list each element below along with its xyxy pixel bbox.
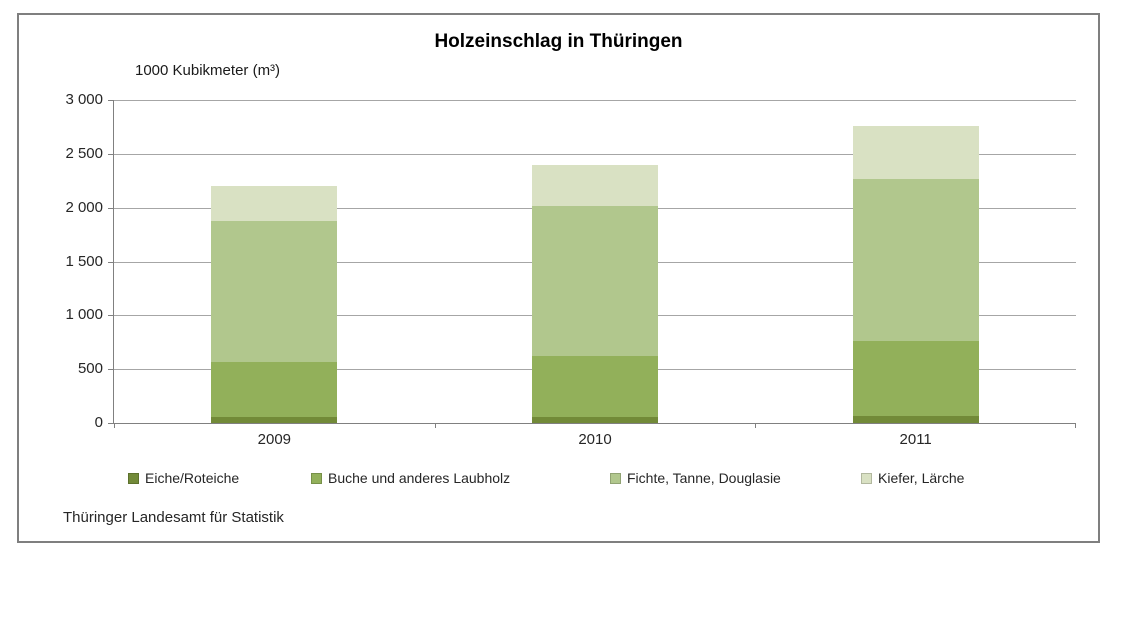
y-axis-tick-label: 2 000 [65,198,103,216]
bar-segment-2010-3 [532,164,658,206]
chart-title: Holzeinschlag in Thüringen [434,31,683,52]
gridline [114,153,1076,155]
legend-item: Kiefer, Lärche [861,468,964,488]
y-axis-tick-label: 1 000 [65,306,103,324]
bar-segment-2010-2 [532,205,658,357]
legend-swatch-icon [128,472,139,484]
x-axis-tick [755,423,756,428]
legend-swatch-icon [311,472,322,484]
y-axis-tick [108,369,114,371]
legend-label: Fichte, Tanne, Douglasie [627,470,781,486]
y-axis-tick-label: 1 500 [65,252,103,270]
y-axis-tick [108,153,114,155]
chart-legend: Eiche/Roteiche Buche und anderes Laubholz… [19,468,1098,490]
y-axis-tick [108,423,114,424]
legend-label: Eiche/Roteiche [145,470,240,486]
source-note: Thüringer Landesamt für Statistik [63,509,284,526]
bar-segment-2009-3 [211,186,338,221]
legend-label: Kiefer, Lärche [878,470,965,486]
y-axis-unit-label: 1000 Kubikmeter (m³) [135,62,281,79]
bar-segment-2010-1 [532,356,658,417]
x-axis-category-label: 2010 [578,431,612,448]
y-axis-tick-label: 500 [77,360,103,378]
legend-item: Buche und anderes Laubholz [311,468,510,488]
bar-segment-2011-3 [852,125,979,179]
y-axis-tick [108,261,114,263]
legend-item: Eiche/Roteiche [128,468,239,488]
x-axis-tick [1075,423,1076,428]
plot-area: 2009 2010 2011 [108,100,1076,448]
bar-segment-2011-2 [852,178,979,342]
x-axis-category-label: 2011 [899,431,932,448]
y-axis-tick [108,100,114,101]
x-axis-category-label: 2009 [257,431,292,448]
chart-frame: Holzeinschlag in Thüringen 1000 Kubikmet… [17,13,1100,543]
y-axis-tick-label: 0 [94,414,103,431]
x-axis-tick [435,423,436,428]
bar-segment-2011-1 [852,341,979,417]
y-axis-tick [108,315,114,317]
gridline [114,100,1076,101]
legend-swatch-icon [861,472,872,484]
y-axis-tick [108,207,114,209]
bar-segment-2010-0 [532,416,658,423]
legend-item: Fichte, Tanne, Douglasie [610,468,781,488]
bar-segment-2009-2 [211,220,338,362]
bar-segment-2011-0 [852,416,979,423]
bar-segment-2009-0 [211,416,338,423]
legend-swatch-icon [610,472,621,484]
bar-segment-2009-1 [211,361,338,417]
y-axis-tick-label: 2 500 [65,144,103,162]
y-axis-tick-label: 3 000 [65,91,103,108]
x-axis-tick [114,423,115,428]
legend-label: Buche und anderes Laubholz [328,470,511,486]
